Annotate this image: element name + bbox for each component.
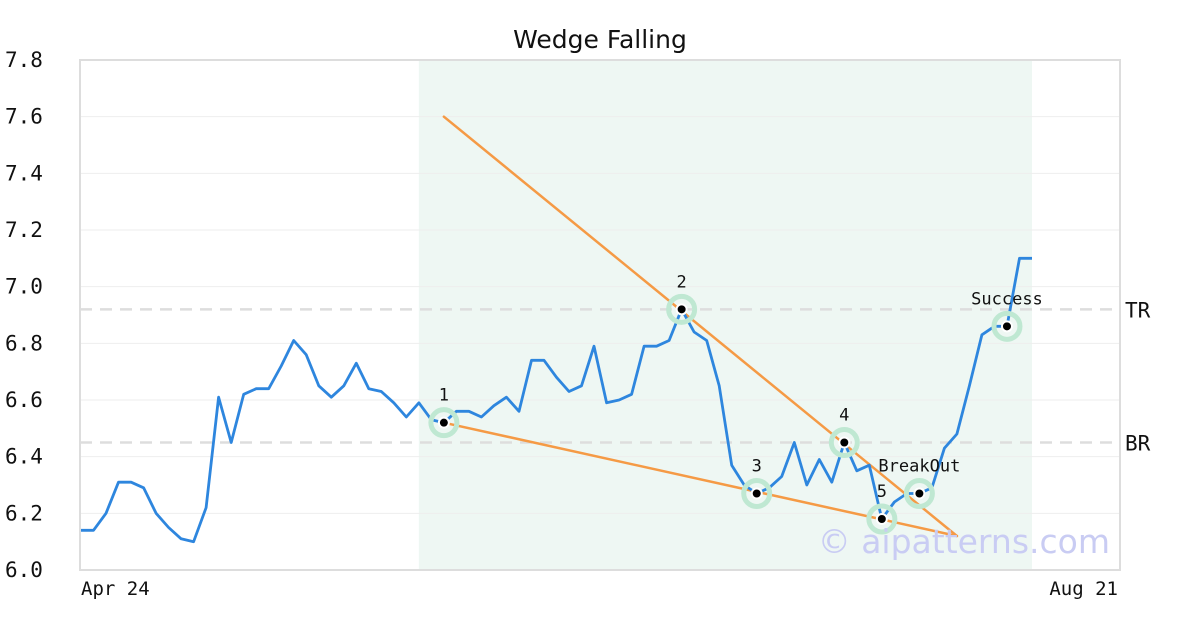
pattern-point-halo-3 bbox=[741, 478, 773, 509]
pattern-point-halo-4 bbox=[828, 427, 860, 458]
watermark: © aipatterns.com bbox=[818, 522, 1110, 561]
reference-label-tr: TR bbox=[1125, 298, 1151, 322]
pattern-point-label-success: Success bbox=[971, 289, 1043, 309]
chart-title: Wedge Falling bbox=[513, 25, 687, 54]
x-tick-label-end: Aug 21 bbox=[1049, 578, 1118, 600]
pattern-point-marker-2 bbox=[675, 303, 688, 316]
reference-label-br: BR bbox=[1125, 432, 1151, 456]
y-tick-label: 6.6 bbox=[5, 388, 43, 412]
pattern-point-marker-breakout bbox=[913, 487, 926, 500]
y-tick-label: 7.6 bbox=[5, 105, 43, 129]
y-tick-label: 6.8 bbox=[5, 331, 43, 355]
x-tick-label-start: Apr 24 bbox=[81, 578, 150, 600]
y-tick-label: 7.2 bbox=[5, 218, 43, 242]
plot-frame bbox=[79, 59, 1121, 571]
pattern-point-marker-1 bbox=[437, 416, 450, 429]
pattern-point-marker-4 bbox=[838, 436, 851, 449]
y-tick-label: 6.2 bbox=[5, 501, 43, 525]
y-tick-label: 6.0 bbox=[5, 558, 43, 582]
pattern-point-halo-success bbox=[991, 310, 1023, 342]
pattern-point-label-2: 2 bbox=[677, 272, 687, 292]
y-tick-label: 7.4 bbox=[5, 161, 43, 185]
pattern-highlight-band bbox=[418, 60, 1033, 570]
wedge-trendline bbox=[442, 115, 959, 538]
pattern-point-halo-1 bbox=[428, 407, 460, 439]
pattern-point-halo-breakout bbox=[903, 478, 935, 509]
y-tick-label: 7.0 bbox=[5, 275, 43, 299]
pattern-point-label-1: 1 bbox=[439, 386, 449, 406]
y-tick-label: 6.4 bbox=[5, 445, 43, 469]
pattern-point-marker-success bbox=[1000, 320, 1013, 333]
pattern-point-halo-2 bbox=[666, 293, 698, 325]
pattern-point-label-4: 4 bbox=[839, 406, 849, 426]
price-series-line bbox=[81, 256, 1032, 544]
pattern-point-label-breakout: BreakOut bbox=[878, 457, 960, 477]
pattern-point-label-3: 3 bbox=[752, 457, 762, 477]
pattern-point-marker-3 bbox=[750, 487, 763, 500]
pattern-point-marker-5 bbox=[875, 513, 888, 525]
y-tick-label: 7.8 bbox=[5, 48, 43, 72]
pattern-point-label-5: 5 bbox=[877, 482, 887, 502]
pattern-point-halo-5 bbox=[866, 503, 898, 535]
